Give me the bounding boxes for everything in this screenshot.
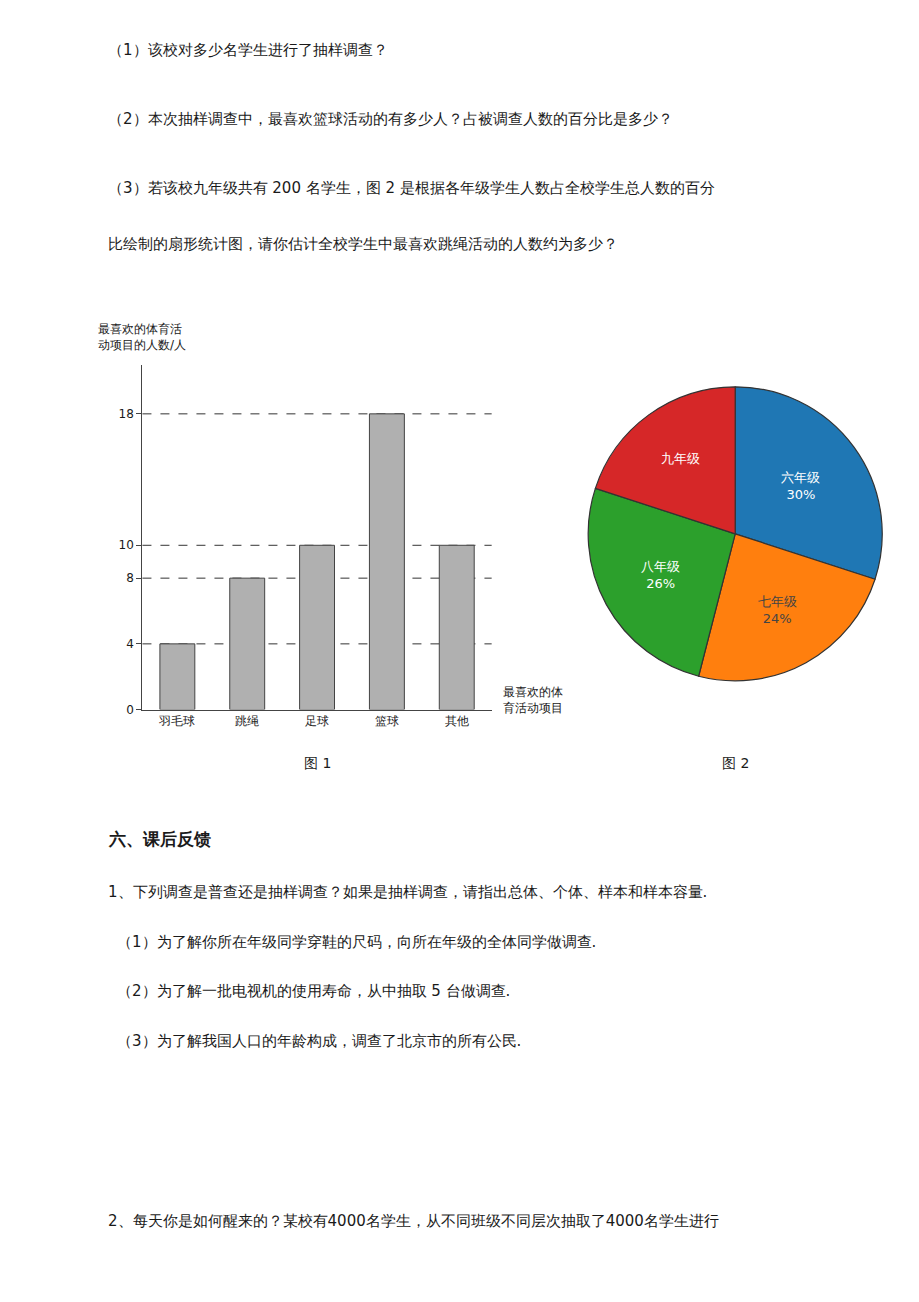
- svg-text:（1）该校对多少名学生进行了抽样调查？: （1）该校对多少名学生进行了抽样调查？: [108, 41, 388, 59]
- svg-text:（2）为了解一批电视机的使用寿命，从中抽取 5 台做调查.: （2）为了解一批电视机的使用寿命，从中抽取 5 台做调查.: [117, 982, 510, 1000]
- svg-text:比绘制的扇形统计图，请你估计全校学生中最喜欢跳绳活动的人数约: 比绘制的扇形统计图，请你估计全校学生中最喜欢跳绳活动的人数约为多少？: [108, 235, 618, 253]
- svg-text:2、每天你是如何醒来的？某校有4000名学生，从不同班级不同: 2、每天你是如何醒来的？某校有4000名学生，从不同班级不同层次抽取了4000名…: [108, 1212, 719, 1230]
- svg-text:10: 10: [119, 538, 134, 552]
- svg-text:18: 18: [119, 407, 134, 421]
- svg-text:图 2: 图 2: [722, 755, 749, 771]
- svg-text:九年级: 九年级: [661, 451, 700, 466]
- svg-text:六、课后反馈: 六、课后反馈: [108, 829, 211, 849]
- svg-text:羽毛球: 羽毛球: [158, 714, 195, 728]
- svg-text:篮球: 篮球: [375, 714, 399, 728]
- svg-text:最喜欢的体育活动项目: 最喜欢的体育活动项目: [503, 685, 563, 715]
- svg-text:跳绳: 跳绳: [235, 714, 259, 728]
- svg-text:六年级30%: 六年级30%: [781, 470, 820, 502]
- svg-text:（3）若该校九年级共有 200 名学生，图 2 是根据各年级: （3）若该校九年级共有 200 名学生，图 2 是根据各年级学生人数占全校学生总…: [108, 179, 715, 197]
- svg-text:（2）本次抽样调查中，最喜欢篮球活动的有多少人？占被调查人数: （2）本次抽样调查中，最喜欢篮球活动的有多少人？占被调查人数的百分比是多少？: [108, 110, 673, 128]
- svg-text:八年级26%: 八年级26%: [641, 559, 680, 591]
- svg-text:其他: 其他: [445, 714, 469, 728]
- svg-text:最喜欢的体育活动项目的人数/人: 最喜欢的体育活动项目的人数/人: [98, 322, 186, 352]
- svg-text:足球: 足球: [305, 714, 329, 728]
- svg-text:4: 4: [126, 637, 134, 651]
- svg-text:1、下列调查是普查还是抽样调查？如果是抽样调查，请指出总体、: 1、下列调查是普查还是抽样调查？如果是抽样调查，请指出总体、个体、样本和样本容量…: [108, 883, 707, 901]
- svg-text:（1）为了解你所在年级同学穿鞋的尺码，向所在年级的全体同学做: （1）为了解你所在年级同学穿鞋的尺码，向所在年级的全体同学做调查.: [117, 933, 596, 951]
- svg-text:（3）为了解我国人口的年龄构成，调查了北京市的所有公民.: （3）为了解我国人口的年龄构成，调查了北京市的所有公民.: [117, 1032, 521, 1050]
- svg-text:8: 8: [126, 571, 134, 585]
- svg-text:七年级24%: 七年级24%: [758, 594, 797, 626]
- svg-text:图 1: 图 1: [304, 755, 331, 771]
- svg-text:0: 0: [126, 703, 134, 717]
